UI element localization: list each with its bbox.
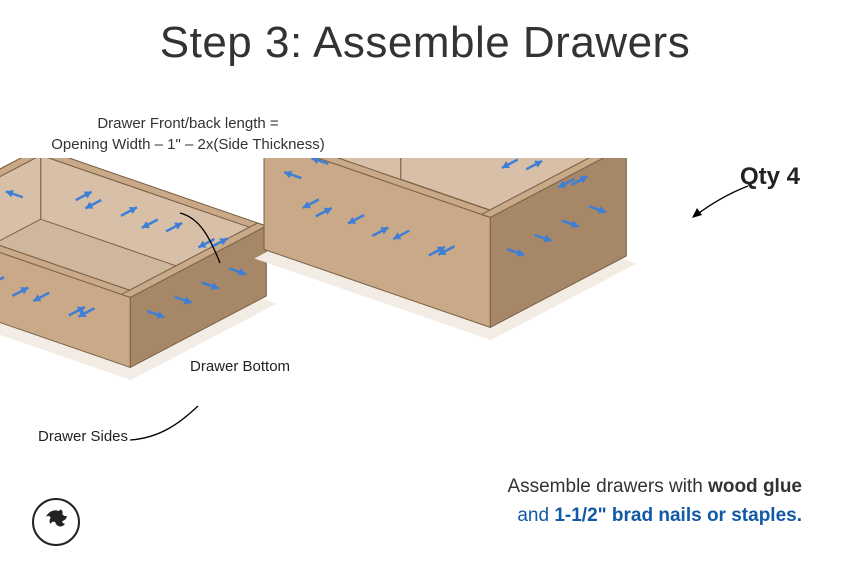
drawer-diagram <box>0 158 850 458</box>
diagram-area <box>0 158 850 458</box>
footer-2b: 1-1/2" brad nails or staples. <box>554 505 802 526</box>
formula-line2: Opening Width – 1" – 2x(Side Thickness) <box>48 134 328 155</box>
footer-line2: and 1-1/2" brad nails or staples. <box>507 502 802 531</box>
footer-text: Assemble drawers with wood glue and 1-1/… <box>507 473 802 530</box>
formula-line1: Drawer Front/back length = <box>48 113 328 134</box>
footer-1b: wood glue <box>708 476 802 497</box>
page-title: Step 3: Assemble Drawers <box>0 18 850 68</box>
formula-text: Drawer Front/back length = Opening Width… <box>48 113 328 155</box>
footer-2a: and <box>517 505 554 526</box>
footer-1a: Assemble drawers with <box>507 476 708 497</box>
footer-line1: Assemble drawers with wood glue <box>507 473 802 502</box>
brand-logo-icon <box>32 498 80 546</box>
